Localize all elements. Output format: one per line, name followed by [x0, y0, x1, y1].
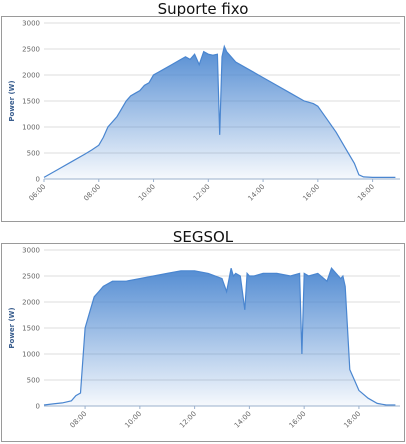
series-line: [43, 44, 396, 178]
y-tick-label: 2000: [22, 72, 40, 80]
series-line: [43, 267, 396, 406]
y-tick-label: 0: [36, 176, 40, 184]
x-tick-label: 12:00: [178, 410, 198, 430]
x-tick-label: 18:00: [356, 183, 376, 203]
x-tick-label: 08:00: [82, 183, 102, 203]
chart-title-suporte-fixo: Suporte fixo: [157, 0, 249, 18]
x-tick-label: 16:00: [288, 410, 308, 430]
x-tick-label: 06:00: [27, 183, 47, 203]
y-tick-label: 1500: [22, 98, 40, 106]
y-axis-label: Power (W): [8, 307, 16, 348]
y-tick-label: 500: [27, 377, 40, 385]
x-tick-label: 16:00: [301, 183, 321, 203]
y-tick-label: 500: [27, 150, 40, 158]
y-tick-label: 1000: [22, 124, 40, 132]
x-tick-label: 12:00: [192, 183, 212, 203]
chart-panel-suporte-fixo: 0 500 1000 1500 2000 2500 3000 Power (W) 06:00 08…: [1, 16, 405, 222]
y-axis-label: Power (W): [8, 80, 16, 121]
x-tick-label: 08:00: [69, 410, 89, 430]
x-tick-label: 10:00: [123, 410, 143, 430]
series-area: [44, 46, 396, 180]
y-tick-label: 1000: [22, 351, 40, 359]
chart-suporte-fixo: 0 500 1000 1500 2000 2500 3000 Power (W) 06:00 08…: [8, 20, 400, 203]
y-tick-label: 1500: [22, 325, 40, 333]
y-tick-label: 3000: [22, 20, 40, 28]
y-tick-label: 2500: [22, 46, 40, 54]
series-area: [44, 268, 396, 406]
y-tick-label: 0: [36, 403, 40, 411]
x-tick-label: 14:00: [233, 410, 253, 430]
y-tick-label: 2500: [22, 273, 40, 281]
y-tick-label: 2000: [22, 299, 40, 307]
chart-title-segsol: SEGSOL: [172, 228, 234, 246]
chart-segsol: 0 500 1000 1500 2000 2500 3000 Power (W) 08:00 10…: [8, 247, 400, 430]
y-tick-label: 3000: [22, 247, 40, 255]
x-tick-label: 10:00: [137, 183, 157, 203]
chart-panel-segsol: 0 500 1000 1500 2000 2500 3000 Power (W) 08:00 10…: [1, 243, 405, 442]
x-tick-label: 18:00: [342, 410, 362, 430]
x-tick-label: 14:00: [247, 183, 267, 203]
